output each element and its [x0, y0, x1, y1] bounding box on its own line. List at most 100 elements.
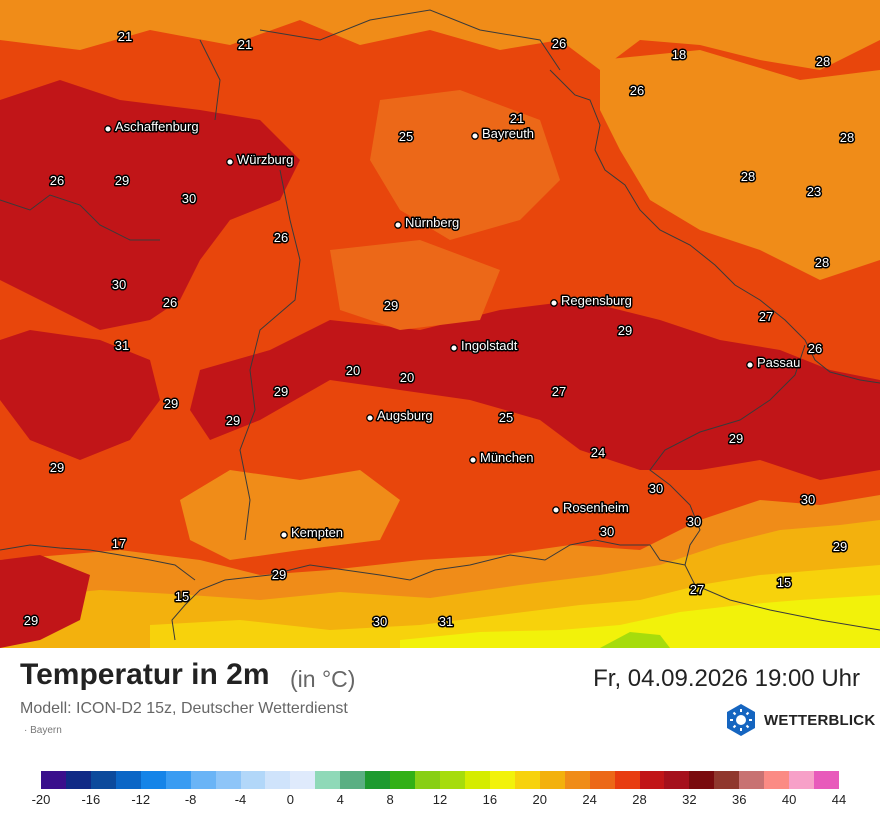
city-label: München: [480, 450, 533, 465]
scale-swatch: [639, 771, 665, 789]
temperature-value: 29: [833, 539, 847, 554]
temperature-value-halo: 15: [777, 575, 791, 590]
scale-label: -8: [184, 792, 197, 807]
temperature-value: 30: [687, 514, 701, 529]
temperature-value: 26: [552, 36, 566, 51]
city-label: Rosenheim: [563, 500, 629, 515]
temperature-value: 27: [759, 309, 773, 324]
city-label-halo: Rosenheim: [563, 500, 629, 515]
temperature-value: 31: [439, 614, 453, 629]
temperature-value: 20: [346, 363, 360, 378]
scale-swatch: [365, 771, 391, 789]
light-patch-center: [330, 240, 500, 330]
city-label-halo: Ingolstadt: [461, 338, 518, 353]
temperature-value: 26: [50, 173, 64, 188]
temperature-value: 26: [630, 83, 644, 98]
city-label: Würzburg: [237, 152, 293, 167]
border-switzerland: [0, 544, 196, 581]
temperature-value: 29: [384, 298, 398, 313]
scale-label: 24: [582, 792, 597, 807]
border-austria-east: [694, 584, 880, 631]
temperature-value: 29: [618, 323, 632, 338]
temperature-value: 24: [591, 445, 605, 460]
map-unit: (in °C): [290, 666, 356, 692]
scale-label: 36: [732, 792, 747, 807]
city-label-halo: München: [480, 450, 533, 465]
temperature-value: 29: [50, 460, 64, 475]
brand-name: WETTERBLICK: [764, 711, 876, 729]
scale-swatch: [614, 771, 640, 789]
border-austria: [171, 344, 806, 641]
temperature-value-halo: 20: [400, 370, 414, 385]
scale-swatch: [589, 771, 615, 789]
temperature-value-halo: 28: [840, 130, 854, 145]
scale-label: -16: [81, 792, 101, 807]
temperature-value: 28: [816, 54, 830, 69]
scale-swatch: [265, 771, 291, 789]
brand-logo[interactable]: WETTERBLICK: [724, 703, 875, 737]
scale-label: 28: [632, 792, 647, 807]
forecast-datetime: Fr, 04.09.2026 19:00 Uhr: [593, 665, 860, 692]
city-label: Kempten: [291, 525, 343, 540]
temperature-value: 20: [400, 370, 414, 385]
city-label-halo: Regensburg: [561, 293, 632, 308]
temperature-value: 18: [672, 47, 686, 62]
temperature-value-halo: 29: [833, 539, 847, 554]
temperature-value: 25: [499, 410, 513, 425]
temperature-value-halo: 29: [618, 323, 632, 338]
temperature-value: 29: [729, 431, 743, 446]
temperature-value-halo: 26: [552, 36, 566, 51]
scale-swatch: [564, 771, 590, 789]
temperature-value-halo: 29: [729, 431, 743, 446]
city-label-halo: Nürnberg: [405, 215, 459, 230]
legend-footer: [0, 648, 880, 830]
warm-band-danube: [190, 300, 880, 480]
temperature-value: 30: [182, 191, 196, 206]
city-label-halo: Würzburg: [237, 152, 293, 167]
color-scale-labels: -20 -16 -12 -8 -4 0 4 8 12 16 20 24 28 32 36 40 44: [32, 792, 847, 808]
temperature-value-halo: 25: [499, 410, 513, 425]
temperature-value-halo: 21: [238, 37, 252, 52]
temperature-value: 29: [164, 396, 178, 411]
city-label: Augsburg: [377, 408, 433, 423]
warm-patch-west: [0, 330, 160, 460]
temperature-value-halo: 29: [24, 613, 38, 628]
city-label: Nürnberg: [405, 215, 459, 230]
scale-swatch: [739, 771, 765, 789]
temperature-value-halo: 29: [272, 567, 286, 582]
temperature-value: 29: [115, 173, 129, 188]
temperature-value: 28: [815, 255, 829, 270]
temperature-value-halo: 27: [690, 582, 704, 597]
scale-swatch: [215, 771, 241, 789]
temperature-value-halo: 27: [552, 384, 566, 399]
temperature-value-halo: 21: [118, 29, 132, 44]
scale-label: 44: [831, 792, 847, 807]
temperature-value-halo: 26: [808, 341, 822, 356]
scale-label: -12: [131, 792, 151, 807]
temperature-value-halo: 31: [439, 614, 453, 629]
temperature-map[interactable]: 21 21 21 21 26 26 18 18 28 28 26 26 21 21 25 25 28 28 26 26…: [0, 0, 880, 648]
temperature-value-halo: 24: [591, 445, 605, 460]
temperature-field: [0, 0, 880, 648]
temperature-value-halo: 30: [649, 481, 663, 496]
scale-swatch: [90, 771, 116, 789]
scale-swatch: [290, 771, 316, 789]
temperature-value: 30: [600, 524, 614, 539]
temperature-value-halo: 30: [112, 277, 126, 292]
scale-swatch: [464, 771, 490, 789]
temperature-value-halo: 29: [164, 396, 178, 411]
scale-swatch: [390, 771, 416, 789]
city-dot: [366, 414, 374, 422]
temperature-value: 30: [649, 481, 663, 496]
